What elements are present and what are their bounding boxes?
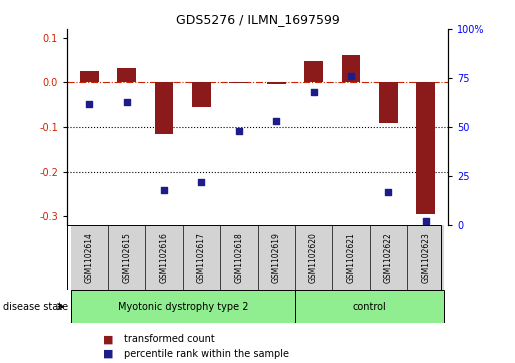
Text: GSM1102622: GSM1102622 xyxy=(384,232,393,283)
Text: GSM1102616: GSM1102616 xyxy=(160,232,168,283)
Bar xyxy=(295,290,444,323)
Point xyxy=(384,189,392,195)
Title: GDS5276 / ILMN_1697599: GDS5276 / ILMN_1697599 xyxy=(176,13,339,26)
Bar xyxy=(416,82,435,214)
Point xyxy=(160,187,168,193)
Point xyxy=(272,118,280,124)
Bar xyxy=(230,82,248,83)
Bar xyxy=(332,225,370,290)
Bar xyxy=(341,55,360,82)
Bar xyxy=(108,225,145,290)
Bar xyxy=(258,225,295,290)
Text: ■: ■ xyxy=(103,349,113,359)
Bar xyxy=(407,225,444,290)
Text: GSM1102614: GSM1102614 xyxy=(85,232,94,283)
Text: GSM1102619: GSM1102619 xyxy=(272,232,281,283)
Bar xyxy=(267,82,285,84)
Text: disease state: disease state xyxy=(3,302,67,312)
Bar xyxy=(80,72,99,82)
Text: GSM1102623: GSM1102623 xyxy=(421,232,430,283)
Bar xyxy=(192,82,211,107)
Point xyxy=(123,99,131,105)
Text: GSM1102621: GSM1102621 xyxy=(347,232,355,283)
Text: GSM1102618: GSM1102618 xyxy=(234,232,243,283)
Text: control: control xyxy=(353,302,386,312)
Point xyxy=(85,101,94,106)
Bar xyxy=(145,225,183,290)
Text: ■: ■ xyxy=(103,334,113,344)
Point xyxy=(197,179,205,185)
Text: GSM1102617: GSM1102617 xyxy=(197,232,206,283)
Bar xyxy=(71,225,108,290)
Bar xyxy=(154,82,174,134)
Point xyxy=(235,128,243,134)
Text: percentile rank within the sample: percentile rank within the sample xyxy=(124,349,288,359)
Bar xyxy=(379,82,398,123)
Bar xyxy=(71,290,295,323)
Bar xyxy=(183,225,220,290)
Bar xyxy=(370,225,407,290)
Text: Myotonic dystrophy type 2: Myotonic dystrophy type 2 xyxy=(117,302,248,312)
Text: GSM1102620: GSM1102620 xyxy=(309,232,318,283)
Text: transformed count: transformed count xyxy=(124,334,214,344)
Point xyxy=(310,89,318,95)
Point xyxy=(347,73,355,79)
Bar xyxy=(304,61,323,82)
Bar xyxy=(117,68,136,82)
Bar xyxy=(295,225,332,290)
Point xyxy=(421,218,430,224)
Text: GSM1102615: GSM1102615 xyxy=(122,232,131,283)
Bar xyxy=(220,225,258,290)
